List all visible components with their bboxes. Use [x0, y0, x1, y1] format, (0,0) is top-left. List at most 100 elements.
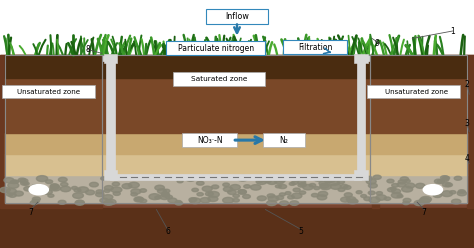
Circle shape — [251, 185, 261, 190]
Circle shape — [202, 186, 212, 191]
Bar — [370, 78, 467, 133]
Circle shape — [267, 194, 275, 198]
Circle shape — [290, 201, 299, 205]
Circle shape — [24, 186, 33, 191]
Circle shape — [288, 195, 294, 199]
Bar — [5, 55, 102, 203]
FancyBboxPatch shape — [283, 40, 347, 54]
Bar — [0, 55, 474, 248]
Text: 5: 5 — [299, 227, 303, 236]
Circle shape — [35, 187, 43, 190]
Text: NO₃·-N: NO₃·-N — [197, 136, 223, 145]
Circle shape — [238, 190, 246, 194]
Circle shape — [338, 188, 345, 191]
Bar — [370, 55, 467, 78]
Circle shape — [405, 183, 415, 188]
Circle shape — [256, 179, 267, 185]
Circle shape — [398, 180, 406, 184]
Circle shape — [177, 180, 183, 183]
Circle shape — [293, 188, 300, 192]
Circle shape — [46, 180, 53, 184]
Circle shape — [32, 197, 40, 201]
Text: 6: 6 — [166, 227, 171, 236]
Circle shape — [303, 185, 313, 190]
Circle shape — [113, 192, 120, 195]
Circle shape — [390, 187, 396, 190]
Circle shape — [454, 176, 462, 180]
Bar — [0, 0, 474, 55]
Text: Saturated zone: Saturated zone — [191, 76, 247, 82]
Circle shape — [285, 192, 291, 195]
Circle shape — [458, 190, 465, 193]
Circle shape — [364, 176, 372, 181]
FancyBboxPatch shape — [166, 41, 265, 55]
Text: 7: 7 — [28, 208, 33, 217]
Circle shape — [21, 182, 27, 185]
Circle shape — [320, 184, 331, 190]
Circle shape — [51, 184, 58, 187]
Circle shape — [368, 183, 377, 188]
Circle shape — [366, 179, 376, 184]
Circle shape — [414, 200, 424, 206]
FancyBboxPatch shape — [206, 9, 268, 24]
Text: 1: 1 — [450, 27, 455, 35]
Circle shape — [10, 180, 17, 184]
Circle shape — [189, 198, 197, 202]
Circle shape — [348, 199, 357, 204]
Circle shape — [161, 192, 170, 196]
FancyBboxPatch shape — [2, 85, 95, 98]
Circle shape — [268, 196, 279, 201]
Circle shape — [344, 186, 351, 189]
Circle shape — [58, 177, 67, 182]
Circle shape — [100, 177, 107, 180]
Circle shape — [420, 196, 431, 202]
Circle shape — [346, 197, 356, 202]
Circle shape — [435, 179, 443, 184]
Circle shape — [160, 194, 170, 200]
Circle shape — [149, 194, 160, 200]
Circle shape — [104, 186, 113, 190]
Text: Particulate nitrogen: Particulate nitrogen — [178, 44, 254, 53]
Circle shape — [257, 196, 266, 201]
Circle shape — [106, 199, 116, 205]
Circle shape — [23, 182, 29, 185]
Circle shape — [103, 195, 113, 200]
Bar — [0, 55, 102, 208]
Circle shape — [298, 183, 306, 187]
Circle shape — [163, 189, 170, 193]
Circle shape — [192, 188, 199, 192]
Circle shape — [31, 185, 39, 189]
Circle shape — [452, 199, 461, 204]
Circle shape — [384, 197, 391, 200]
Circle shape — [442, 182, 451, 187]
Circle shape — [211, 185, 219, 189]
Circle shape — [9, 193, 16, 197]
Circle shape — [96, 192, 104, 197]
Circle shape — [327, 178, 336, 182]
Circle shape — [18, 178, 26, 182]
Bar — [370, 133, 467, 154]
Text: Filtration: Filtration — [298, 43, 332, 52]
Bar — [102, 154, 370, 175]
Circle shape — [50, 186, 61, 191]
FancyBboxPatch shape — [367, 85, 460, 98]
Bar — [355, 54, 368, 63]
Bar — [355, 170, 368, 180]
Circle shape — [0, 187, 10, 193]
Bar — [0, 208, 474, 248]
Circle shape — [376, 195, 386, 200]
Circle shape — [340, 184, 348, 188]
Circle shape — [440, 176, 448, 180]
Circle shape — [401, 186, 413, 192]
Circle shape — [309, 184, 316, 187]
Circle shape — [442, 178, 449, 181]
Circle shape — [325, 179, 332, 183]
Circle shape — [90, 182, 98, 187]
Text: 7: 7 — [422, 208, 427, 217]
Circle shape — [443, 176, 450, 180]
Circle shape — [368, 191, 375, 195]
Circle shape — [111, 187, 122, 193]
Circle shape — [165, 195, 173, 199]
Bar — [102, 133, 370, 154]
Circle shape — [14, 191, 23, 196]
